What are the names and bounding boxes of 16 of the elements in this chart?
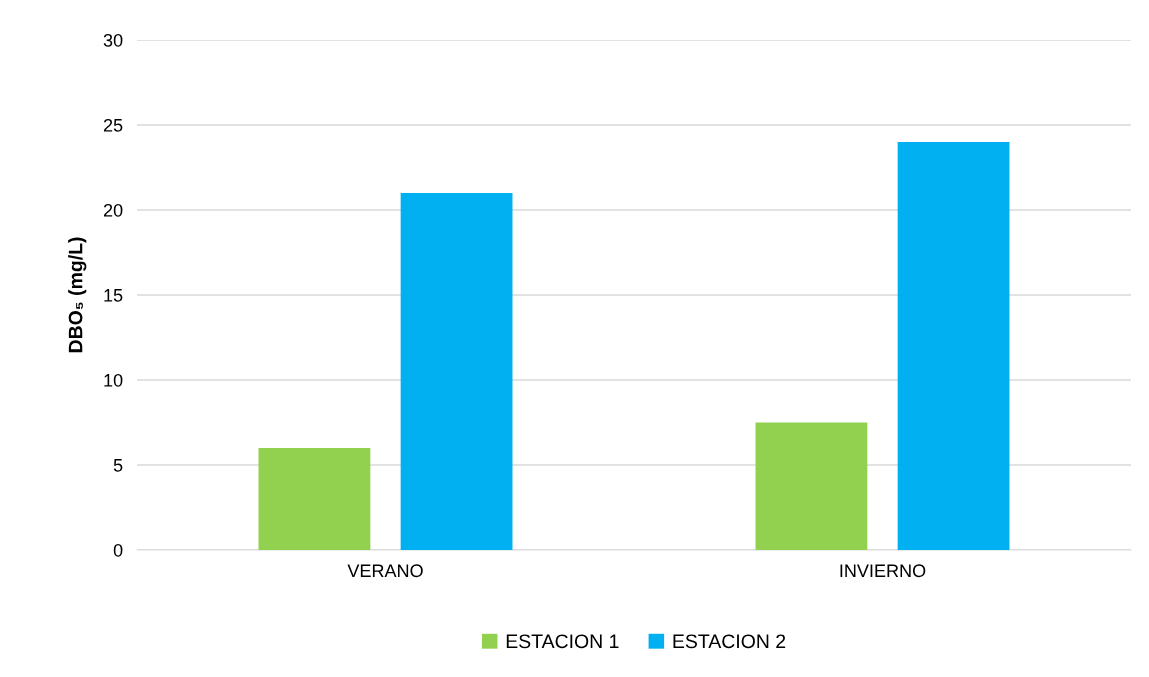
legend-label: ESTACION 1 bbox=[506, 634, 619, 649]
bar bbox=[400, 193, 513, 550]
bar bbox=[258, 448, 371, 550]
bar bbox=[897, 142, 1010, 550]
y-tick-label: 0 bbox=[113, 543, 123, 557]
y-tick-label: 30 bbox=[103, 33, 123, 47]
y-axis-title: DBO₅ (mg/L) bbox=[68, 237, 87, 353]
y-tick-label: 15 bbox=[104, 289, 123, 302]
y-tick-label: 25 bbox=[103, 118, 123, 132]
y-tick-label: 20 bbox=[103, 203, 123, 217]
y-tick-label: 10 bbox=[104, 373, 123, 387]
bar bbox=[755, 422, 868, 550]
y-tick-label: 5 bbox=[113, 459, 123, 472]
legend-label: ESTACION 2 bbox=[673, 634, 786, 649]
x-tick-label: INVIERNO bbox=[840, 564, 926, 578]
x-tick-label: VERANO bbox=[347, 564, 423, 578]
